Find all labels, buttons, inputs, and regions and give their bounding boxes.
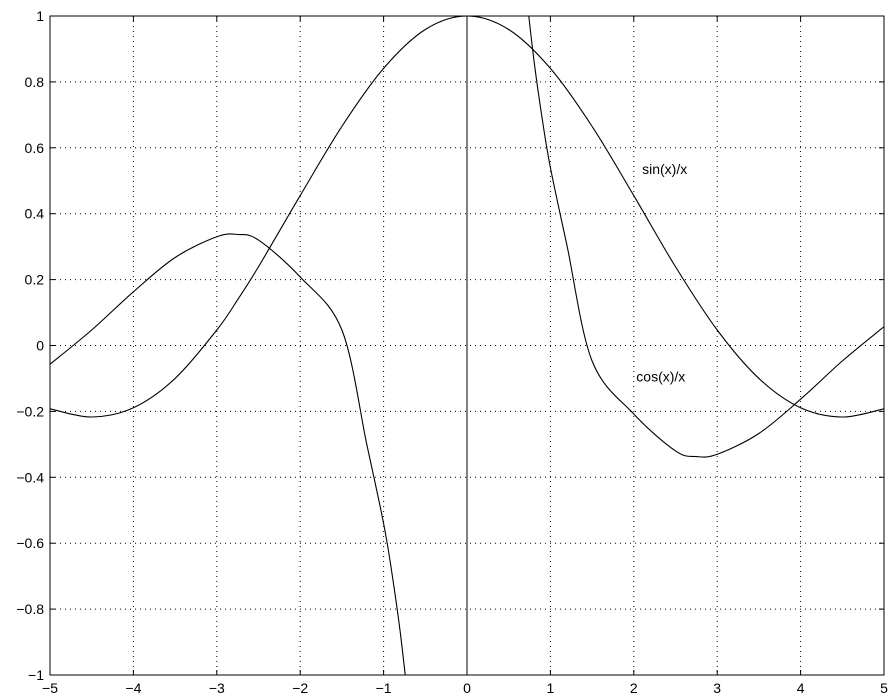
x-tick-label: 1 [547, 680, 555, 696]
y-tick-label: −0.6 [16, 535, 44, 551]
curve-annotation: sin(x)/x [642, 161, 687, 177]
x-tick-label: 4 [797, 680, 805, 696]
y-tick-label: 0.6 [25, 140, 45, 156]
y-tick-label: −1 [28, 667, 44, 683]
y-tick-label: −0.8 [16, 601, 44, 617]
y-tick-label: 0.8 [25, 74, 45, 90]
x-tick-label: −1 [376, 680, 392, 696]
x-tick-label: 2 [630, 680, 638, 696]
y-tick-label: 0 [36, 338, 44, 354]
series-line [50, 234, 409, 697]
y-tick-label: −0.4 [16, 469, 44, 485]
x-tick-label: 0 [463, 680, 471, 696]
y-tick-label: 0.4 [25, 206, 45, 222]
x-tick-label: 5 [880, 680, 888, 696]
series-line [525, 0, 884, 457]
y-tick-label: −0.2 [16, 403, 44, 419]
x-tick-label: −4 [125, 680, 141, 696]
y-tick-label: 0.2 [25, 272, 45, 288]
x-tick-label: 3 [713, 680, 721, 696]
y-tick-label: 1 [36, 8, 44, 24]
curve-annotation: cos(x)/x [636, 369, 685, 385]
x-tick-label: −3 [209, 680, 225, 696]
y-tick-labels: −1 −0.8 −0.6 −0.4 −0.2 0 0.2 0.4 0.6 0.8 1 [16, 8, 44, 683]
x-tick-labels: −5 −4 −3 −2 −1 0 1 2 3 4 5 [42, 680, 888, 696]
x-tick-label: −5 [42, 680, 58, 696]
x-tick-label: −2 [292, 680, 308, 696]
